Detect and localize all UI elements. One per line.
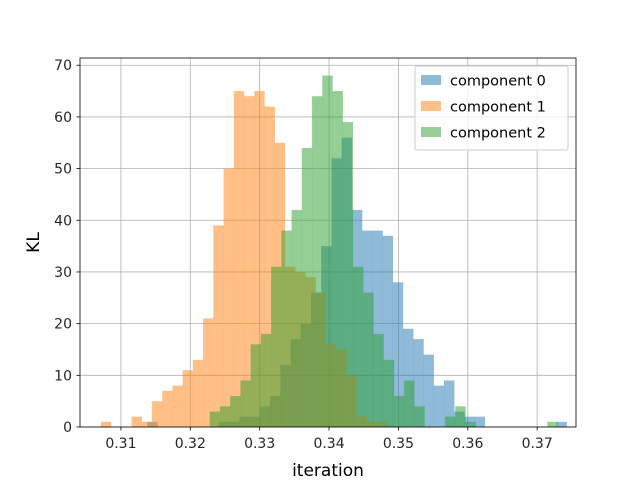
- histogram-bar: [423, 354, 434, 427]
- legend-label: component 2: [450, 126, 546, 142]
- histogram-bar: [250, 344, 262, 427]
- x-tick-label: 0.37: [522, 436, 553, 452]
- y-tick-label: 60: [54, 110, 72, 126]
- histogram-bar: [233, 91, 245, 427]
- y-tick-label: 10: [54, 368, 72, 384]
- y-tick-label: 20: [54, 317, 72, 333]
- series-2-bars: [209, 75, 558, 428]
- histogram-bar: [230, 395, 241, 427]
- legend-swatch: [421, 75, 441, 85]
- x-tick-label: 0.34: [313, 436, 344, 452]
- y-axis-label: KL: [24, 232, 44, 253]
- histogram-bar: [219, 406, 231, 427]
- histogram-bar: [433, 385, 445, 427]
- histogram-bar: [264, 106, 275, 427]
- histogram-bar: [100, 421, 112, 427]
- histogram-bar: [373, 333, 384, 427]
- histogram-bar: [444, 380, 455, 427]
- histogram-bar: [547, 421, 558, 427]
- histogram-bar: [151, 401, 163, 427]
- histogram-bar: [445, 416, 456, 427]
- histogram-bar: [209, 411, 221, 427]
- legend-label: component 1: [450, 100, 546, 116]
- histogram-bar: [244, 96, 255, 428]
- histogram-bar: [240, 380, 251, 427]
- histogram-bar: [342, 122, 354, 427]
- histogram-bar: [213, 225, 224, 427]
- histogram-bar: [352, 266, 364, 427]
- histogram-bar: [271, 266, 282, 427]
- histogram-bar: [322, 75, 333, 427]
- y-tick-label: 50: [54, 162, 72, 178]
- histogram-bar: [392, 282, 404, 427]
- histogram-bar: [162, 390, 173, 427]
- histogram-bars: [100, 75, 567, 428]
- y-tick-label: 40: [54, 213, 72, 229]
- histogram-bar: [382, 235, 394, 427]
- histogram-bar: [312, 96, 323, 428]
- y-tick-label: 30: [54, 265, 72, 281]
- x-tick-label: 0.31: [105, 436, 136, 452]
- histogram-bar: [455, 406, 466, 427]
- plot-frame: [79, 57, 577, 428]
- histogram-bar: [182, 370, 194, 427]
- histogram-bar: [141, 421, 153, 427]
- histogram-bar: [556, 421, 567, 427]
- histogram-bar: [363, 292, 374, 427]
- legend-label: component 0: [450, 74, 546, 90]
- histogram-bar: [372, 230, 383, 427]
- histogram-bar: [192, 359, 204, 427]
- histogram-bar: [291, 209, 302, 427]
- x-tick-label: 0.36: [452, 436, 483, 452]
- histogram-bar: [223, 168, 234, 427]
- histogram-bar: [172, 385, 183, 427]
- histogram-bar: [332, 91, 343, 427]
- histogram-bar: [393, 395, 405, 427]
- histogram-bar: [260, 333, 272, 427]
- y-tick-label: 70: [54, 58, 72, 74]
- histogram-bar: [203, 318, 214, 427]
- histogram-bar: [465, 421, 476, 427]
- x-tick-label: 0.32: [175, 436, 206, 452]
- legend-swatch: [421, 127, 441, 137]
- x-tick-label: 0.33: [244, 436, 275, 452]
- histogram-bar: [413, 339, 424, 427]
- histogram-bar: [414, 406, 425, 427]
- y-tick-label: 0: [63, 420, 72, 436]
- histogram-bar: [404, 380, 415, 427]
- histogram-bar: [474, 416, 486, 427]
- x-axis-label: iteration: [292, 461, 364, 480]
- legend-swatch: [421, 101, 441, 111]
- histogram-bar: [301, 147, 313, 428]
- legend: component 0 component 1 component 2: [414, 65, 569, 151]
- histogram-bar: [403, 328, 414, 427]
- histogram-bar: [383, 359, 395, 427]
- histogram-bar: [131, 416, 142, 427]
- axis-ticks: 0.31 0.32 0.33 0.34 0.35 0.36 0.37 0 10 20 30 40 50 6…: [54, 58, 553, 452]
- histogram-bar: [281, 230, 292, 427]
- x-tick-label: 0.35: [383, 436, 414, 452]
- histogram-bar: [254, 91, 265, 427]
- legend-frame: [414, 65, 569, 151]
